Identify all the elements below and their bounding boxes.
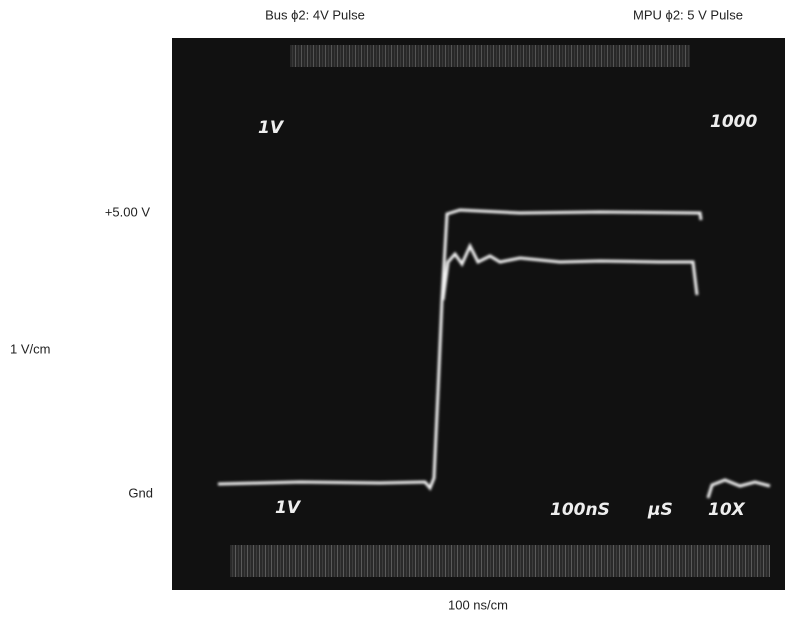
label: +5.00 V [105, 204, 151, 219]
screen-text: µS [647, 500, 673, 520]
label: Bus ϕ2: 4V Pulse [265, 7, 365, 22]
screen-text: 100nS [550, 500, 610, 520]
scope-screen [172, 38, 785, 590]
trace-5v [436, 208, 703, 393]
screen-text: 1000 [710, 112, 757, 132]
screen-text: 10X [708, 500, 746, 520]
label: Gnd [128, 485, 153, 500]
bottom-noise-band [230, 545, 770, 577]
top-noise-band [290, 45, 690, 67]
label: MPU ϕ2: 5 V Pulse [633, 7, 743, 22]
screen-text: 1V [275, 498, 302, 518]
label: 1 V/cm [10, 341, 50, 356]
screen-text: 1V [258, 118, 285, 138]
trace-ground-left [217, 391, 440, 491]
trace-ground-right [706, 478, 771, 499]
trace-4v [441, 242, 699, 301]
traces [217, 208, 771, 499]
label: 100 ns/cm [448, 597, 508, 612]
